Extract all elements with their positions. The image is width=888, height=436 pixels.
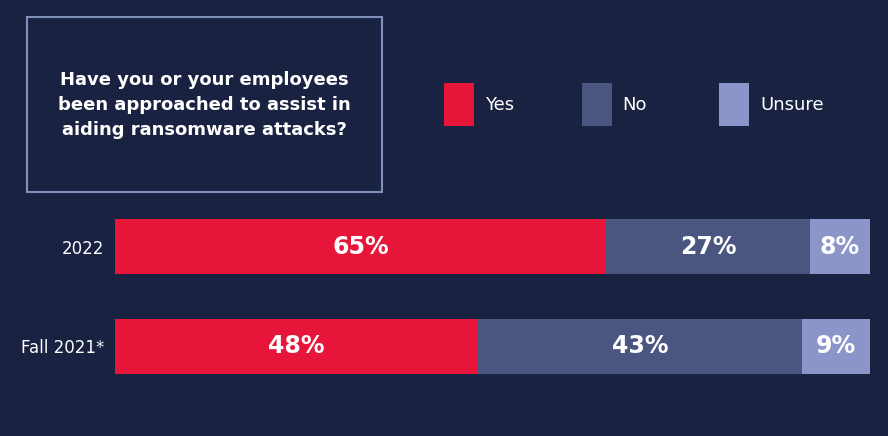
Bar	[606, 219, 810, 274]
Bar	[803, 319, 870, 374]
Bar	[810, 219, 870, 274]
Text: Have you or your employees
been approached to assist in
aiding ransomware attack: Have you or your employees been approach…	[58, 71, 351, 139]
Bar	[115, 319, 478, 374]
Text: 65%: 65%	[332, 235, 389, 259]
Text: No: No	[622, 95, 647, 114]
Text: 43%: 43%	[612, 334, 669, 358]
Bar	[478, 319, 802, 374]
Text: Yes: Yes	[485, 95, 514, 114]
Text: 27%: 27%	[679, 235, 736, 259]
Text: 9%: 9%	[816, 334, 856, 358]
Text: 8%: 8%	[820, 235, 860, 259]
Bar	[115, 219, 606, 274]
Text: 48%: 48%	[268, 334, 325, 358]
Text: Unsure: Unsure	[760, 95, 824, 114]
